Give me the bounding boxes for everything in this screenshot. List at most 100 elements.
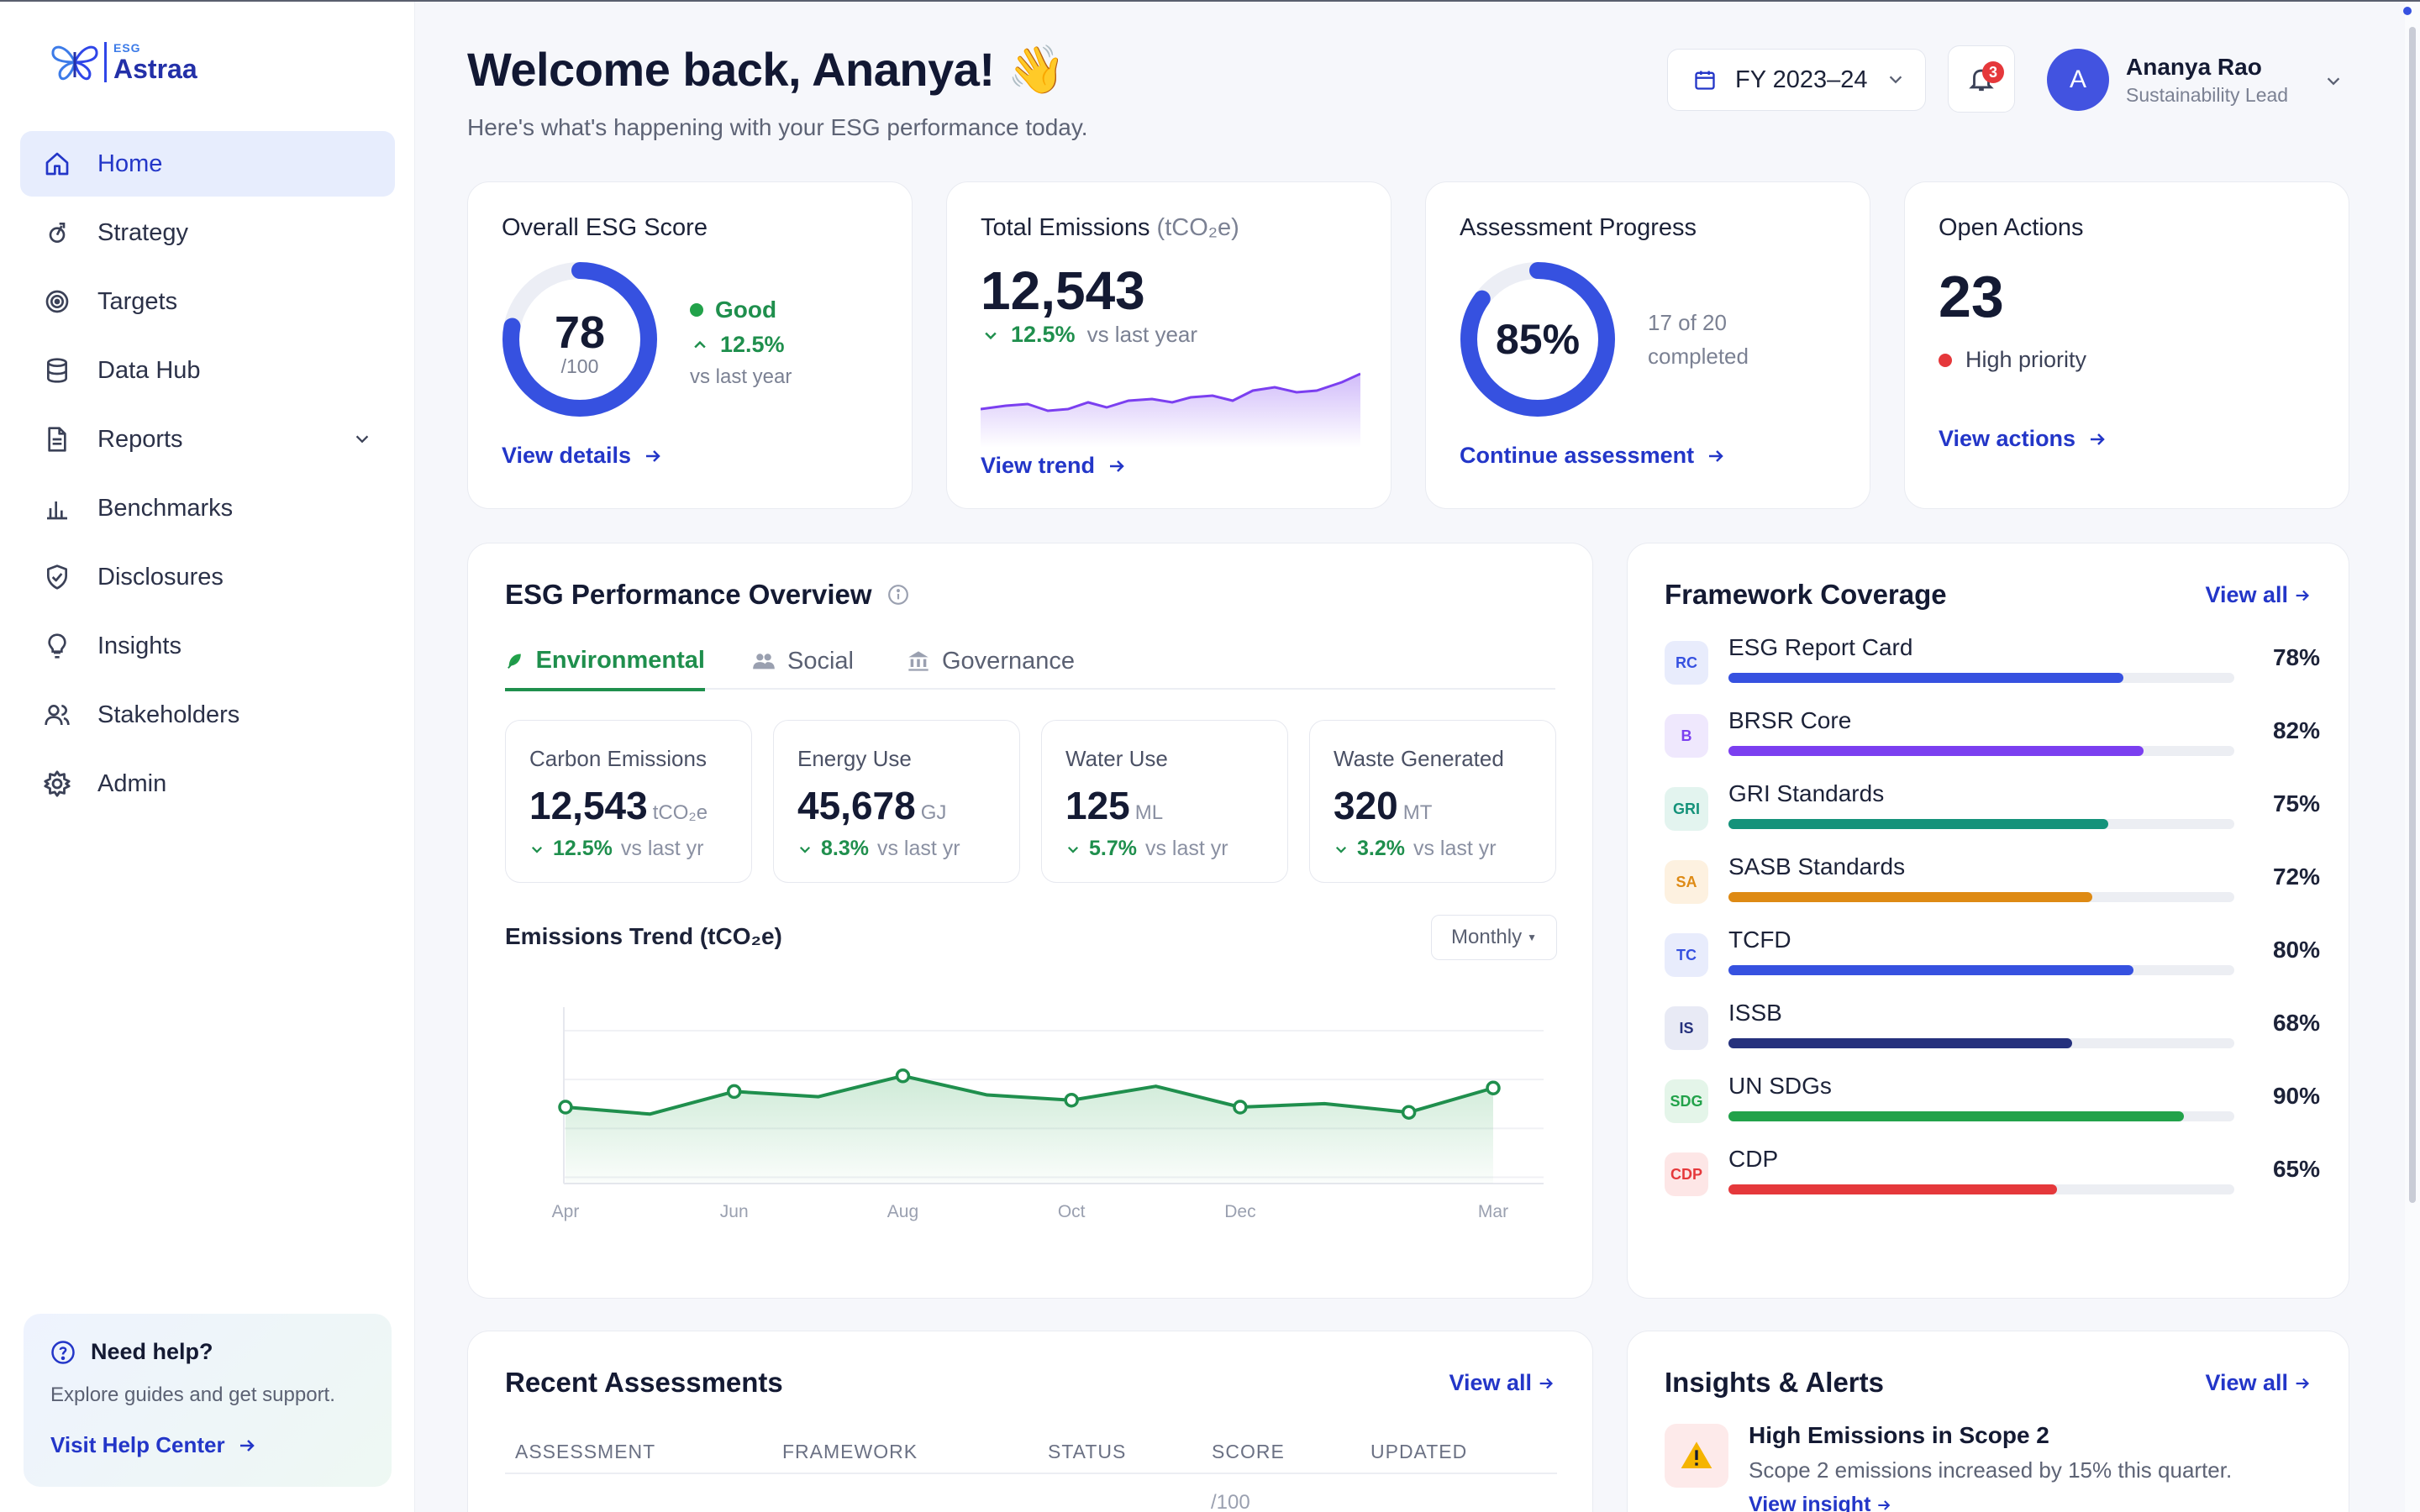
emissions-trend-chart: Apr Jun Aug Oct Dec Mar [552, 1007, 1544, 1221]
sidebar-item-admin[interactable]: Admin [20, 751, 395, 816]
leaf-icon [508, 654, 521, 669]
metric-card-energy[interactable]: Energy Use 45,678 GJ 8.3% vs last yr [773, 720, 1020, 883]
sidebar-item-label: Targets [97, 287, 178, 315]
framework-badge: TC [1665, 933, 1708, 977]
view-details-link[interactable]: View details [502, 443, 663, 469]
sidebar-item-benchmarks[interactable]: Benchmarks [20, 475, 395, 541]
total-emissions-card: Total Emissions (tCO₂e) 12,543 12.5% vs … [946, 181, 1392, 509]
info-icon[interactable] [887, 584, 909, 606]
sidebar-item-targets[interactable]: Targets [20, 269, 395, 334]
arrow-right-icon [2091, 433, 2105, 445]
progress-track [1728, 746, 2234, 756]
data-point[interactable] [1486, 1080, 1501, 1095]
visit-help-center-link[interactable]: Visit Help Center [50, 1432, 365, 1458]
sidebar-item-disclosures[interactable]: Disclosures [20, 544, 395, 610]
sidebar-item-reports[interactable]: Reports [20, 407, 395, 472]
framework-name: TCFD [1728, 927, 1791, 953]
column-header-assessment[interactable]: ASSESSMENT [515, 1441, 656, 1462]
caret-down-icon: ▼ [1527, 932, 1537, 943]
window-corner-dot [2403, 7, 2412, 15]
data-point[interactable] [1401, 1105, 1417, 1120]
metric-vs: vs last yr [876, 837, 960, 860]
help-subtitle: Explore guides and get support. [50, 1383, 335, 1406]
list-item[interactable]: SA SASB Standards 72% [1665, 853, 2320, 921]
list-item[interactable]: GRI GRI Standards 75% [1665, 780, 2320, 848]
x-tick-label: Jun [720, 1202, 749, 1221]
framework-percent: 72% [2272, 864, 2320, 890]
framework-badge: SDG [1665, 1079, 1708, 1123]
progress-fill [1728, 965, 2133, 975]
tab-governance[interactable]: Governance [907, 633, 1075, 690]
card-title: ESG Performance Overview [505, 579, 872, 610]
sidebar-item-insights[interactable]: Insights [20, 613, 395, 679]
metric-value: 45,678 GJ [797, 783, 946, 828]
insights-alerts-card: Insights & Alerts View all High Emission… [1627, 1331, 2349, 1512]
continue-assessment-link[interactable]: Continue assessment [1460, 443, 1726, 469]
data-point[interactable] [558, 1100, 573, 1115]
list-item[interactable]: TC TCFD 80% [1665, 927, 2320, 994]
metric-card-waste[interactable]: Waste Generated 320 MT 3.2% vs last yr [1309, 720, 1556, 883]
brand-logo[interactable]: ESG Astraa [50, 40, 197, 84]
priority-label: High priority [1939, 347, 2086, 373]
data-point[interactable] [1064, 1092, 1079, 1108]
column-header-framework[interactable]: FRAMEWORK [782, 1441, 918, 1462]
card-title: Total Emissions (tCO₂e) [981, 214, 1239, 242]
data-point[interactable] [726, 1084, 742, 1100]
card-title: Recent Assessments [505, 1367, 783, 1398]
sidebar-item-home[interactable]: Home [20, 131, 395, 197]
view-insight-link[interactable]: View insight [1749, 1493, 1892, 1512]
column-header-updated[interactable]: UPDATED [1370, 1441, 1468, 1462]
scrollbar-track[interactable] [2405, 2, 2420, 1512]
progress-fill [1728, 673, 2123, 683]
assessments-view-all-link[interactable]: View all [1449, 1370, 1555, 1396]
framework-view-all-link[interactable]: View all [2205, 582, 2312, 608]
list-item[interactable]: IS ISSB 68% [1665, 1000, 2320, 1067]
view-trend-link[interactable]: View trend [981, 453, 1127, 479]
column-header-status[interactable]: STATUS [1048, 1441, 1127, 1462]
trend-down-icon [1067, 846, 1079, 853]
framework-percent: 65% [2272, 1156, 2320, 1182]
card-title: Overall ESG Score [502, 214, 708, 241]
list-item[interactable]: SDG UN SDGs 90% [1665, 1073, 2320, 1140]
scrollbar-thumb[interactable] [2409, 27, 2416, 1203]
avatar[interactable]: A [2047, 49, 2109, 111]
strategy-icon [42, 218, 72, 248]
period-dropdown[interactable]: Monthly ▼ [1431, 915, 1557, 960]
sidebar-item-stakeholders[interactable]: Stakeholders [20, 682, 395, 748]
link-text: Continue assessment [1460, 443, 1695, 468]
insights-view-all-link[interactable]: View all [2205, 1370, 2312, 1396]
arrow-right-icon [646, 449, 660, 462]
chevron-down-icon[interactable] [2324, 72, 2343, 91]
data-point[interactable] [895, 1068, 911, 1084]
esg-delta: 12.5% [692, 332, 785, 358]
view-actions-link[interactable]: View actions [1939, 426, 2107, 452]
framework-badge: GRI [1665, 787, 1708, 831]
fiscal-year-selector[interactable]: FY 2023–24 [1667, 49, 1926, 111]
metric-label: Carbon Emissions [529, 746, 707, 771]
notifications-button[interactable]: 3 [1948, 45, 2015, 113]
column-header-score[interactable]: SCORE [1212, 1441, 1285, 1462]
framework-name: ESG Report Card [1728, 634, 1913, 660]
arrow-right-icon [239, 1439, 255, 1452]
row-score-partial: /100 [1211, 1491, 1250, 1512]
metric-card-water[interactable]: Water Use 125 ML 5.7% vs last yr [1041, 720, 1288, 883]
sidebar-item-label: Insights [97, 632, 182, 659]
sidebar-item-data-hub[interactable]: Data Hub [20, 338, 395, 403]
card-title: Assessment Progress [1460, 214, 1697, 241]
framework-name: UN SDGs [1728, 1073, 1832, 1099]
list-item[interactable]: RC ESG Report Card 78% [1665, 634, 2320, 701]
users-icon [42, 700, 72, 730]
list-item[interactable]: CDP CDP 65% [1665, 1146, 2320, 1213]
esg-status: Good [690, 297, 776, 323]
list-item[interactable]: B BRSR Core 82% [1665, 707, 2320, 774]
emissions-delta: 12.5% vs last year [982, 322, 1197, 348]
sidebar-item-strategy[interactable]: Strategy [20, 200, 395, 265]
data-point[interactable] [1233, 1100, 1248, 1115]
assessment-progress-card: Assessment Progress 85% 17 of 20 complet… [1425, 181, 1870, 509]
user-name[interactable]: Ananya Rao [2126, 54, 2262, 80]
esg-vs: vs last year [690, 365, 792, 388]
metric-card-carbon[interactable]: Carbon Emissions 12,543 tCO₂e 12.5% vs la… [505, 720, 752, 883]
tab-environmental[interactable]: Environmental [505, 633, 705, 691]
esg-score-card: Overall ESG Score 78 /100 Good 12.5% vs … [467, 181, 913, 509]
tab-social[interactable]: Social [752, 633, 854, 690]
